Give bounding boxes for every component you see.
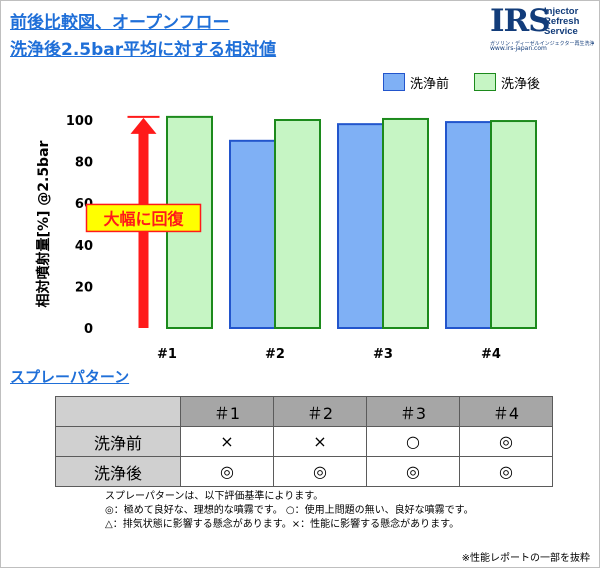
y-tick-label: 40 [75,239,93,254]
page-title-line1: 前後比較図、オープンフロー [10,13,230,33]
logo-url: www.irs-japan.com [490,45,547,52]
bar-before [337,123,384,329]
spray-row-before: 洗浄前 × × ○ ◎ [55,426,553,457]
spray-cell: ◎ [459,456,553,487]
spray-note: ◎：極めて良好な、理想的な噴霧です。 ○：使用上問題の無い、良好な噴霧です。 [105,505,474,516]
legend-item-before: 洗浄前 [383,72,449,92]
bar-after [490,120,537,330]
spray-row-label: 洗浄後 [55,456,181,487]
logo-subtitle: ガソリン・ディーゼルインジェクター再生洗浄サービス [490,41,594,47]
legend-label-after: 洗浄後 [501,76,541,92]
annotation-box [85,203,202,233]
spray-cell: × [273,426,367,457]
legend-label-before: 洗浄前 [410,76,450,92]
logo-line2: Refresh [544,16,580,27]
annotation-arrow-head [130,117,157,134]
spray-col-header: ＃3 [366,396,460,427]
annotation-label: 大幅に回復 [103,209,184,228]
spray-header-row: ＃1 ＃2 ＃3 ＃4 [55,396,553,427]
footnote: ※性能レポートの一部を抜粋 [461,553,590,564]
spray-note: △：排気状態に影響する懸念があります。×：性能に影響する懸念があります。 [105,519,460,530]
spray-col-header: ＃4 [459,396,553,427]
y-axis-label: 相対噴射量[%] @2.5bar [35,140,52,307]
x-tick-label: #2 [265,347,285,362]
y-tick-label: 100 [66,114,93,129]
spray-cell: ◎ [180,456,274,487]
x-tick-label: #4 [481,347,501,362]
spray-corner-cell [55,396,181,427]
spray-table: ＃1 ＃2 ＃3 ＃4 洗浄前 × × ○ ◎ 洗浄後 ◎ ◎ ◎ ◎ [55,396,553,487]
spray-cell: × [180,426,274,457]
legend-swatch-before [383,73,405,91]
x-tick-label: #3 [373,347,393,362]
y-tick-label: 80 [75,156,93,171]
bar-after [382,117,429,329]
page-title-line2: 洗浄後2.5bar平均に対する相対値 [10,40,277,60]
spray-row-label: 洗浄前 [55,426,181,457]
logo-line3: Service [544,26,578,37]
spray-col-header: ＃1 [180,396,274,427]
irs-logo: IRS Injector Refresh Service ガソリン・ディーゼルイ… [490,3,594,52]
spray-cell: ◎ [366,456,460,487]
spray-col-header: ＃2 [273,396,367,427]
legend-item-after: 洗浄後 [474,72,540,92]
legend-swatch-after [474,73,496,91]
bar-before [445,121,492,329]
spray-row-after: 洗浄後 ◎ ◎ ◎ ◎ [55,456,553,487]
spray-section-title: スプレーパターン [10,368,130,386]
logo-line1: Injector [544,6,579,17]
spray-cell: ○ [366,426,460,457]
spray-notes: スプレーパターンは、以下評価基準によります。 ◎：極めて良好な、理想的な噴霧です… [105,490,474,532]
bar-before [229,139,276,329]
y-tick-label: 0 [84,322,93,337]
spray-note: スプレーパターンは、以下評価基準によります。 [105,491,324,502]
spray-cell: ◎ [459,426,553,457]
bar-after [274,119,321,329]
logo-mark: IRS [490,3,551,39]
logo-words: Injector Refresh Service [544,7,579,37]
spray-cell: ◎ [273,456,367,487]
x-tick-label: #1 [157,347,177,362]
y-tick-label: 20 [75,280,93,295]
